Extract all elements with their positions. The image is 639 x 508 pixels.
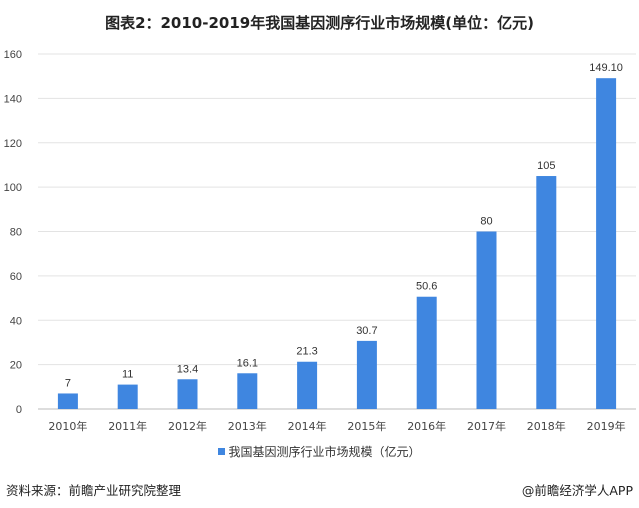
source-note: 资料来源：前瞻产业研究院整理: [6, 483, 182, 498]
bar: [297, 361, 318, 409]
x-tick-label: 2018年: [527, 419, 566, 433]
x-tick-label: 2012年: [168, 419, 207, 433]
bar: [536, 176, 557, 409]
y-tick-label: 80: [10, 227, 22, 239]
x-tick-label: 2014年: [288, 419, 327, 433]
x-tick-label: 2019年: [587, 419, 626, 433]
y-tick-label: 100: [4, 182, 22, 194]
bar: [117, 384, 138, 409]
bar: [356, 340, 377, 409]
x-tick-label: 2010年: [48, 419, 87, 433]
data-label: 11: [122, 369, 133, 381]
bar: [177, 379, 198, 409]
y-tick-label: 0: [16, 404, 22, 416]
x-tick-label: 2011年: [108, 419, 147, 433]
x-tick-label: 2015年: [347, 419, 386, 433]
x-tick-label: 2016年: [407, 419, 446, 433]
data-label: 16.1: [237, 357, 258, 369]
credit-note: @前瞻经济学人APP: [521, 483, 633, 498]
y-tick-label: 140: [4, 93, 22, 105]
y-tick-label: 120: [4, 138, 22, 150]
data-label: 7: [65, 377, 71, 389]
data-label: 13.4: [177, 363, 198, 375]
data-label: 50.6: [416, 281, 437, 293]
y-tick-label: 20: [10, 360, 22, 372]
x-tick-label: 2013年: [228, 419, 267, 433]
y-tick-label: 40: [10, 315, 22, 327]
data-label: 149.10: [589, 62, 623, 74]
chart-title: 图表2：2010-2019年我国基因测序行业市场规模(单位：亿元): [105, 14, 534, 32]
legend-swatch: [218, 448, 226, 455]
legend: 我国基因测序行业市场规模（亿元）: [0, 443, 639, 460]
bar: [476, 231, 497, 409]
data-label: 105: [537, 160, 555, 172]
data-label: 80: [480, 216, 492, 228]
data-label: 30.7: [356, 325, 377, 337]
bar: [596, 78, 617, 409]
legend-label: 我国基因测序行业市场规模（亿元）: [228, 445, 421, 459]
bar: [237, 373, 258, 409]
y-tick-label: 160: [4, 49, 22, 61]
y-tick-label: 60: [10, 271, 22, 283]
bar: [416, 296, 437, 409]
bar: [57, 393, 78, 409]
x-tick-label: 2017年: [467, 419, 506, 433]
data-label: 21.3: [296, 346, 317, 358]
